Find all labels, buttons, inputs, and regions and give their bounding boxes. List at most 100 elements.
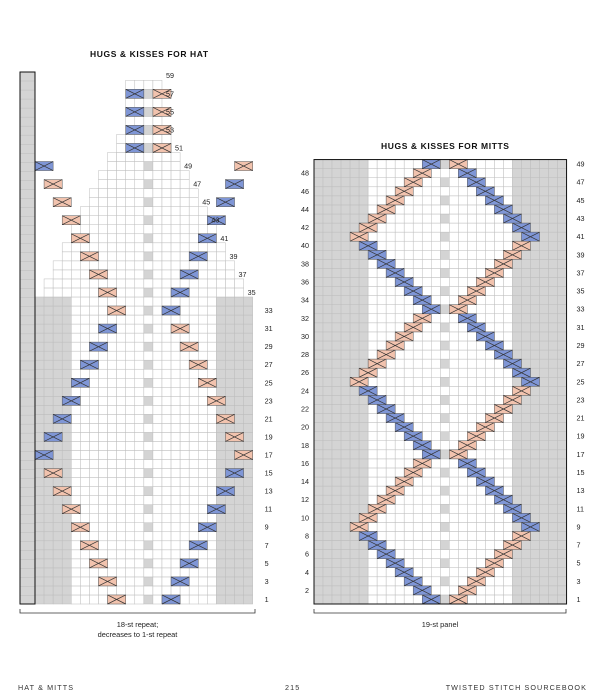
mitts-cell (557, 494, 567, 505)
hat-cell (152, 477, 163, 487)
hat-cell (116, 350, 126, 361)
mitts-cell (449, 522, 459, 532)
mitts-cell (431, 458, 441, 469)
mitts-cable-symbol (494, 349, 513, 360)
mitts-cable-symbol (521, 376, 540, 387)
hat-cell (188, 432, 199, 442)
hat-cell (216, 314, 226, 325)
hat-cell (188, 594, 199, 605)
mitts-cell (340, 440, 351, 451)
mitts-cell (476, 549, 486, 559)
hat-cell (52, 441, 63, 451)
mitts-cell (494, 422, 504, 432)
hat-cell (116, 152, 126, 162)
mitts-cell (458, 567, 468, 578)
mitts-cell (421, 404, 432, 414)
mitts-cell (485, 322, 495, 333)
mitts-row-number-left: 40 (301, 241, 309, 250)
hat-cell (198, 414, 208, 424)
mitts-cell (521, 585, 531, 596)
mitts-row-number-left: 22 (301, 404, 309, 413)
mitts-cell (539, 250, 549, 260)
mitts-cell (403, 295, 414, 305)
hat-cell (198, 278, 208, 289)
hat-cell (170, 513, 181, 523)
hat-cell (71, 486, 81, 496)
hat-cell (116, 432, 126, 442)
mitts-cell (367, 277, 378, 287)
mitts-cell (494, 231, 504, 242)
mitts-cell (539, 295, 549, 305)
hat-cell (34, 314, 45, 325)
mitts-cell (521, 159, 531, 169)
hat-cell (216, 260, 226, 271)
mitts-cell (521, 186, 531, 197)
mitts-cell (440, 567, 450, 578)
mitts-cell (349, 177, 360, 188)
mitts-cell (412, 422, 423, 432)
hat-cell (179, 332, 190, 343)
mitts-cell (539, 531, 549, 541)
mitts-cell (503, 449, 513, 460)
mitts-cell (539, 567, 549, 578)
mitts-cell (331, 358, 342, 369)
mitts-cell (485, 540, 495, 550)
mitts-cell (521, 567, 531, 578)
mitts-cell (548, 358, 558, 369)
hat-cell (89, 567, 99, 578)
mitts-cell (349, 331, 360, 342)
hat-cell (80, 287, 90, 298)
mitts-cell (340, 522, 351, 532)
hat-row-number: 21 (265, 414, 273, 423)
hat-cell (71, 549, 81, 560)
hat-cell (134, 405, 145, 415)
row-number-labels: 1357911131517192123252729313335373941434… (166, 71, 585, 604)
hat-cell (161, 576, 172, 587)
hat-cell (116, 558, 126, 569)
mitts-row-number-right: 13 (577, 486, 585, 495)
hat-row-number: 29 (265, 342, 273, 351)
hat-cell (234, 396, 244, 406)
mitts-cell (539, 422, 549, 432)
mitts-cell (503, 594, 513, 605)
hat-cell (116, 296, 126, 307)
hat-cell (225, 567, 235, 578)
hat-cell (43, 513, 54, 523)
mitts-cell (467, 240, 477, 251)
mitts-cell (313, 431, 324, 441)
mitts-row-number-left: 42 (301, 223, 309, 232)
mitts-cell (458, 213, 468, 224)
hat-cell (80, 495, 90, 505)
hat-cell (43, 441, 54, 451)
mitts-cell (331, 322, 342, 333)
hat-cell (80, 242, 90, 253)
mitts-cell (512, 558, 522, 568)
hat-cell (134, 477, 145, 487)
hat-cable-symbol (198, 522, 217, 533)
hat-cell (161, 224, 172, 235)
mitts-cell (431, 213, 441, 224)
mitts-cell (494, 476, 504, 487)
mitts-row-number-right: 37 (577, 268, 585, 277)
hat-cell (107, 341, 117, 352)
hat-cell (225, 450, 235, 460)
mitts-cell (476, 503, 486, 514)
mitts-cell (503, 295, 513, 305)
hat-cell (89, 423, 99, 433)
hat-cell (188, 287, 199, 298)
mitts-cell (449, 413, 459, 423)
mitts-cell (367, 467, 378, 478)
mitts-cell (440, 540, 450, 550)
mitts-cell (313, 558, 324, 568)
hat-cell (198, 531, 208, 542)
mitts-cell (376, 322, 387, 333)
mitts-cell (530, 259, 540, 269)
hat-cell (161, 332, 172, 343)
hat-cell (198, 432, 208, 442)
hat-cell (134, 296, 145, 307)
mitts-cell (322, 485, 333, 496)
mitts-cell (521, 576, 531, 587)
mitts-cell (503, 485, 513, 496)
hat-cell (98, 495, 108, 505)
mitts-cell (322, 549, 333, 559)
